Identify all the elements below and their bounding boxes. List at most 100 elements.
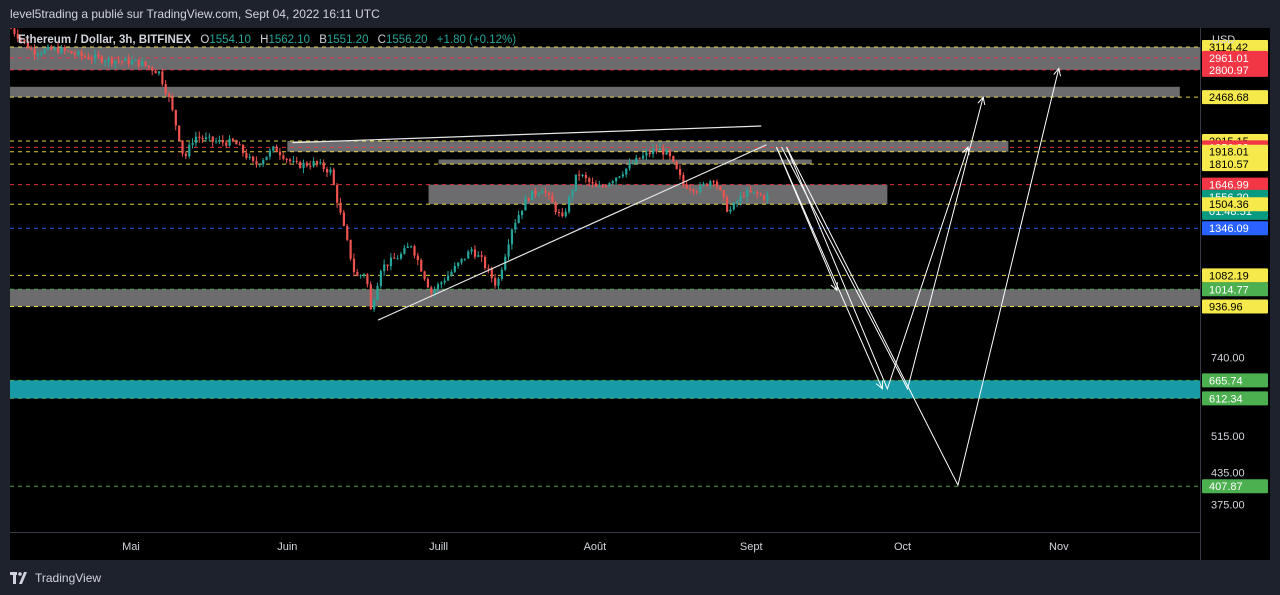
- candle-body: [655, 149, 658, 151]
- candle: [174, 109, 177, 131]
- candle: [729, 206, 732, 214]
- candle-body: [453, 266, 456, 272]
- candle: [591, 177, 594, 188]
- candle: [571, 188, 574, 202]
- candle: [268, 148, 272, 160]
- price-chart-svg[interactable]: [10, 28, 1200, 532]
- zone-0: [10, 46, 1200, 70]
- candle: [692, 188, 695, 195]
- candle-body: [376, 285, 379, 301]
- candle: [453, 262, 456, 273]
- candle: [211, 136, 214, 147]
- candle: [36, 51, 40, 60]
- candle: [480, 250, 483, 262]
- candle: [531, 190, 534, 201]
- candle-body: [443, 280, 446, 283]
- candle-body: [221, 139, 224, 143]
- candle-body: [490, 268, 493, 279]
- candle: [137, 59, 140, 69]
- candle: [252, 155, 255, 163]
- candle: [739, 191, 742, 206]
- candle: [332, 167, 335, 186]
- price-level-label: 612.34: [1202, 391, 1268, 406]
- candle: [403, 244, 406, 255]
- candle-body: [726, 197, 729, 212]
- candle: [110, 55, 114, 67]
- plot-area[interactable]: Ethereum / Dollar, 3h, BITFINEX O1554.10…: [10, 28, 1200, 532]
- candle-body: [527, 198, 530, 201]
- candle-body: [430, 287, 433, 294]
- candle: [46, 44, 50, 51]
- candle-body: [578, 174, 581, 176]
- candle: [356, 269, 359, 277]
- candle-body: [436, 284, 440, 290]
- candle-body: [574, 174, 577, 191]
- candle: [336, 182, 339, 208]
- candle-body: [645, 152, 648, 156]
- candle: [756, 189, 759, 199]
- candle-body: [601, 186, 604, 188]
- candle: [561, 207, 564, 218]
- candle-body: [746, 190, 749, 197]
- candle: [668, 148, 672, 160]
- candle: [107, 56, 110, 67]
- candle: [362, 272, 366, 278]
- candle-body: [702, 183, 705, 186]
- candle-body: [420, 260, 423, 272]
- candle-body: [50, 46, 53, 50]
- candle: [534, 187, 537, 198]
- high-label: H: [260, 34, 269, 46]
- price-level-badge: [1202, 62, 1268, 77]
- candle: [127, 54, 130, 68]
- candle: [184, 151, 188, 160]
- candle-body: [672, 155, 675, 162]
- candle-body: [766, 195, 769, 200]
- candle: [16, 29, 19, 42]
- candle-body: [241, 144, 245, 153]
- time-tick-label: Juill: [429, 541, 448, 553]
- candle-body: [33, 49, 36, 55]
- projection-arrow-3: [781, 95, 986, 391]
- candle-body: [379, 271, 382, 286]
- candle: [278, 147, 282, 160]
- candle-body: [722, 190, 725, 198]
- candle-body: [188, 144, 191, 157]
- candle-body: [712, 181, 715, 183]
- candle-body: [147, 65, 151, 68]
- candle-body: [70, 51, 73, 54]
- candle-body: [211, 136, 214, 142]
- low-value: 1551.20: [326, 34, 369, 46]
- candle-body: [171, 97, 174, 111]
- candle: [554, 200, 557, 215]
- candle: [329, 166, 332, 176]
- candle: [766, 191, 769, 204]
- candle-body: [520, 210, 524, 216]
- chart-frame[interactable]: Ethereum / Dollar, 3h, BITFINEX O1554.10…: [10, 28, 1270, 560]
- candle: [467, 249, 470, 259]
- candle: [588, 176, 591, 187]
- candle-body: [685, 184, 688, 189]
- candle: [386, 264, 389, 271]
- candle-body: [423, 271, 426, 280]
- price-axis[interactable]: USD 740.00 515.00 435.00 375.00 3114.42 2961.…: [1200, 28, 1270, 560]
- candle-body: [426, 279, 430, 288]
- candle: [204, 132, 208, 143]
- candle: [547, 191, 551, 201]
- candle-body: [675, 161, 678, 169]
- footer-brand[interactable]: TradingView: [10, 568, 101, 588]
- time-axis[interactable]: Mai Juin Juill Août Sept Oct Nov: [10, 532, 1200, 560]
- candle: [601, 183, 604, 189]
- arrow-path: [781, 96, 984, 391]
- candle-body: [568, 196, 571, 212]
- candle: [457, 262, 460, 269]
- price-level-label: 2468.68: [1202, 90, 1268, 105]
- candle: [292, 156, 295, 164]
- candle: [426, 277, 430, 288]
- trendline-0: [377, 144, 767, 321]
- candle: [477, 251, 480, 258]
- candle-body: [215, 141, 218, 143]
- candle: [410, 245, 413, 249]
- candle-body: [137, 59, 140, 66]
- candle-body: [752, 191, 756, 193]
- candle-body: [450, 271, 453, 276]
